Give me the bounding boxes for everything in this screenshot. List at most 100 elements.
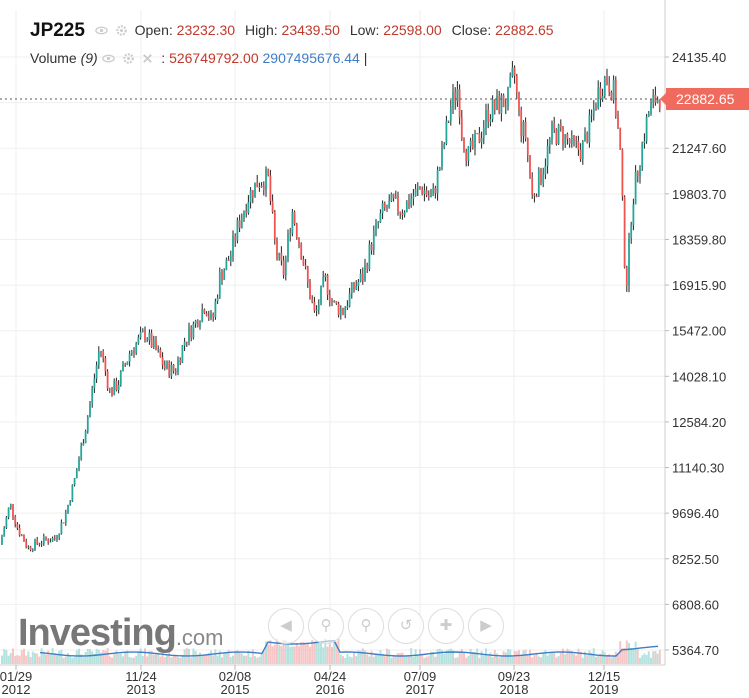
volume-bar — [196, 654, 199, 664]
candle-body — [212, 313, 215, 317]
volume-bar — [144, 648, 146, 664]
volume-bar — [658, 650, 661, 664]
volume-bar — [262, 651, 265, 664]
candle-body — [346, 306, 349, 308]
candle-body — [478, 133, 481, 143]
candle-body — [397, 196, 399, 212]
candle-body — [579, 149, 582, 160]
candle-body — [379, 213, 382, 223]
volume-bar — [172, 654, 175, 664]
volume-bar — [443, 653, 446, 664]
candle-body — [436, 170, 439, 194]
candle-body — [278, 252, 281, 259]
candle-body — [267, 168, 270, 176]
candle-body — [423, 190, 426, 195]
volume-bar — [108, 656, 111, 664]
candle-body — [355, 286, 358, 289]
candle-body — [56, 537, 58, 539]
candle-body — [130, 351, 133, 354]
candle-body — [25, 541, 28, 547]
zoom-out-icon[interactable]: ⚲ — [348, 608, 384, 644]
candle-body — [144, 330, 146, 340]
volume-bar — [3, 649, 6, 664]
candle-body — [203, 309, 206, 314]
candle-body — [474, 133, 476, 148]
zoom-in-icon[interactable]: ⚲ — [308, 608, 344, 644]
volume-bar — [152, 654, 155, 664]
candle-body — [309, 282, 311, 300]
candle-body — [111, 389, 113, 396]
volume-bar — [636, 649, 639, 664]
x-tick-label-bottom: 2019 — [590, 682, 619, 697]
candle-body — [20, 535, 23, 537]
volume-bar — [119, 653, 122, 664]
eye-icon[interactable] — [95, 24, 108, 37]
volume-bar — [170, 657, 173, 664]
candle-body — [148, 332, 151, 341]
volume-bar — [115, 650, 118, 664]
candle-body — [542, 174, 545, 183]
zoom-fit-icon[interactable]: ✚ — [428, 608, 464, 644]
volume-bar — [454, 657, 457, 664]
candle-body — [526, 138, 529, 156]
volume-label: Volume — [30, 50, 77, 66]
volume-bar — [487, 655, 490, 664]
volume-bar — [240, 653, 243, 664]
candle-body — [223, 270, 226, 280]
candle-body — [617, 116, 619, 129]
volume-bar — [45, 654, 47, 664]
candle-body — [27, 546, 30, 548]
candle-body — [62, 522, 65, 524]
y-tick-label: 5364.70 — [672, 643, 719, 658]
candle-body — [520, 109, 523, 136]
volume-bar — [350, 657, 353, 664]
candle-body — [586, 133, 589, 143]
scroll-left-icon[interactable]: ◀ — [268, 608, 304, 644]
volume-bar — [47, 650, 50, 664]
candle-body — [23, 535, 25, 542]
candle-body — [401, 213, 404, 215]
volume-bar — [18, 655, 21, 664]
candle-body — [31, 549, 34, 551]
volume-bar — [394, 654, 397, 664]
gear-icon[interactable] — [115, 24, 128, 37]
candle-body — [293, 212, 296, 224]
volume-bar — [375, 653, 377, 664]
volume-bar — [181, 654, 184, 664]
volume-bar — [601, 650, 604, 664]
volume-bar — [392, 655, 395, 664]
volume-bar — [89, 649, 91, 664]
candle-body — [570, 135, 573, 144]
candle-body — [333, 301, 336, 303]
candle-body — [5, 517, 8, 528]
volume-bar — [179, 657, 182, 664]
candle-body — [518, 92, 520, 110]
candle-body — [221, 271, 223, 280]
volume-bar — [216, 655, 219, 664]
candle-body — [643, 140, 646, 143]
volume-bar — [445, 650, 448, 664]
candle-body — [271, 200, 274, 212]
zoom-reset-icon[interactable]: ↺ — [388, 608, 424, 644]
candle-body — [361, 273, 364, 281]
candle-body — [34, 539, 36, 550]
volume-bar — [42, 651, 45, 664]
gear-icon[interactable] — [122, 52, 135, 65]
volume-bar — [295, 643, 298, 664]
close-icon[interactable] — [141, 52, 154, 65]
candle-body — [513, 67, 516, 76]
volume-period: (9) — [80, 50, 98, 66]
candle-body — [64, 512, 67, 523]
candle-body — [51, 537, 54, 542]
scroll-right-icon[interactable]: ▶ — [468, 608, 504, 644]
eye-icon[interactable] — [101, 52, 115, 65]
candle-body — [559, 124, 562, 128]
candle-body — [146, 339, 149, 341]
y-tick-label: 15472.00 — [672, 324, 726, 339]
volume-bar — [617, 654, 619, 664]
candle-body — [568, 138, 571, 144]
volume-bar — [159, 656, 162, 664]
volume-bar — [139, 648, 142, 664]
x-tick-label-bottom: 2017 — [406, 682, 435, 697]
